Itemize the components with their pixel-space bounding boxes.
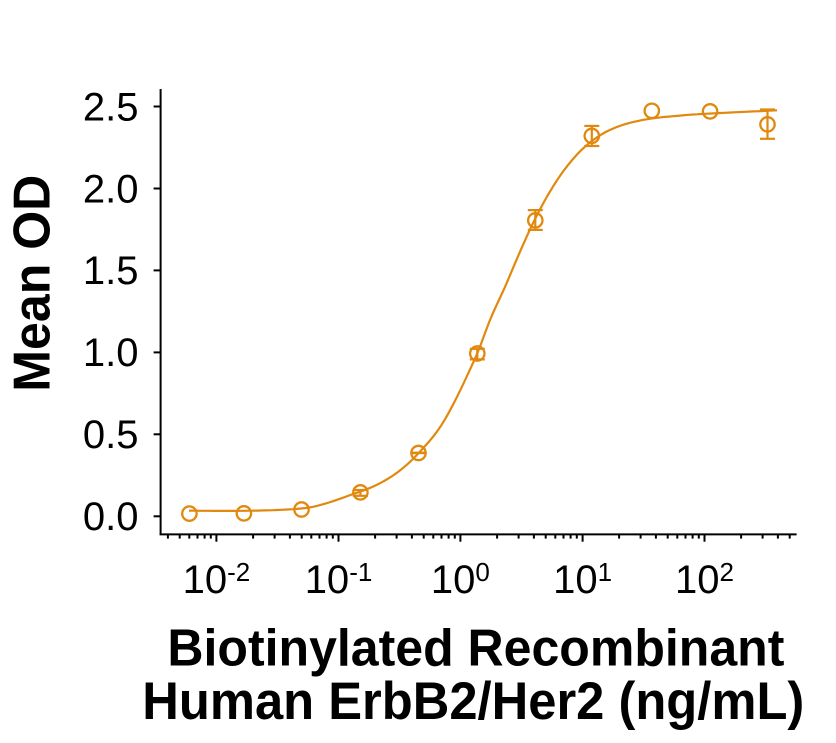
svg-text:Biotinylated Recombinant: Biotinylated Recombinant [167,619,784,677]
svg-text:1.0: 1.0 [83,331,139,375]
svg-text:0.5: 0.5 [83,413,139,457]
svg-text:2.5: 2.5 [83,85,139,129]
svg-text:Mean OD: Mean OD [4,175,62,392]
svg-text:1.5: 1.5 [83,249,139,293]
svg-text:Human ErbB2/Her2 (ng/mL): Human ErbB2/Her2 (ng/mL) [142,672,804,731]
svg-text:0.0: 0.0 [83,495,139,539]
svg-text:2.0: 2.0 [83,167,139,211]
svg-text:10-2: 10-2 [183,557,251,602]
